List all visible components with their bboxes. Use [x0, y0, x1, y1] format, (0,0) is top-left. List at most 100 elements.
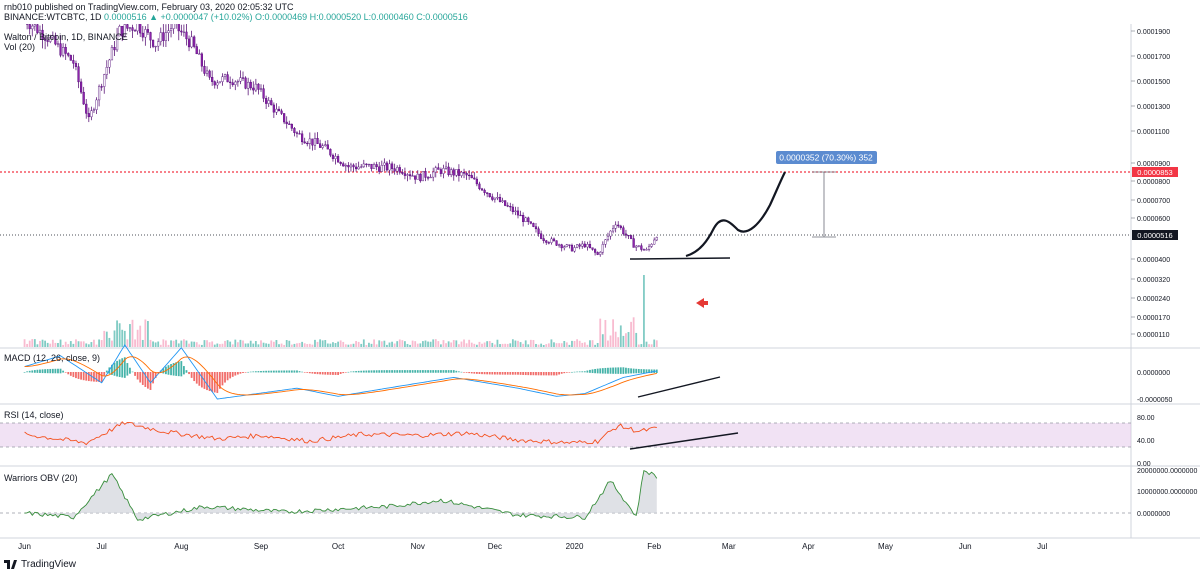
candle-body — [247, 81, 250, 89]
volume-bar — [378, 340, 381, 347]
candle-body — [532, 223, 535, 227]
macd-hist-bar — [586, 370, 589, 373]
macd-trendline — [637, 376, 721, 398]
volume-bar — [486, 341, 489, 347]
macd-hist-bar — [198, 372, 201, 386]
volume-bar — [432, 339, 435, 347]
candle-body — [653, 239, 656, 245]
macd-hist-bar — [488, 372, 491, 375]
rsi-trendline — [629, 432, 739, 450]
volume-bar — [519, 342, 522, 347]
volume-bar — [594, 344, 596, 347]
x-tick-label: Feb — [647, 542, 661, 551]
volume-bar — [352, 343, 355, 347]
candle-body — [44, 39, 47, 41]
macd-hist-bar — [332, 372, 334, 375]
macd-hist-bar — [596, 368, 599, 374]
candle-body — [69, 55, 72, 61]
candle-body — [462, 171, 466, 174]
volume-bar — [177, 343, 180, 347]
y-tick-label: 0.0000170 — [1137, 315, 1170, 322]
macd-hist-bar — [36, 369, 39, 373]
candle-body — [565, 244, 568, 247]
volume-bar — [306, 344, 309, 347]
x-tick-label: May — [878, 542, 893, 551]
macd-hist-bar — [139, 372, 142, 383]
candle-body — [146, 29, 150, 33]
macd-hist-bar — [254, 371, 257, 373]
chart-canvas[interactable]: 0.0000352 (70.30%) 352 Walton / Bitcoin,… — [0, 24, 1200, 558]
candle-body — [82, 91, 85, 105]
candle-body — [460, 171, 463, 176]
macd-hist-bar — [290, 370, 293, 373]
candle-body — [468, 174, 471, 177]
macd-hist-bar — [265, 370, 268, 373]
volume-bar — [640, 344, 643, 347]
candle-body — [319, 143, 322, 148]
macd-hist-bar — [121, 358, 124, 378]
candle-body — [421, 171, 425, 182]
rsi-pane-title: RSI (14, close) — [4, 410, 64, 420]
macd-hist-bar — [352, 371, 355, 373]
volume-bar — [198, 344, 201, 347]
macd-hist-bar — [496, 372, 499, 375]
candle-body — [560, 244, 563, 249]
macd-hist-bar — [576, 371, 579, 373]
volume-bar — [362, 339, 365, 347]
candle-body — [136, 24, 139, 32]
candle-body — [77, 66, 80, 83]
candle-body — [118, 26, 121, 37]
macd-hist-bar — [298, 371, 301, 373]
volume-bar — [555, 343, 558, 347]
macd-hist-bar — [440, 370, 442, 373]
macd-hist-bar — [411, 370, 414, 373]
macd-hist-bar — [247, 371, 250, 373]
volume-bar — [437, 341, 440, 347]
candle-body — [637, 245, 640, 247]
candle-body — [46, 40, 49, 42]
macd-hist-bar — [473, 372, 476, 374]
candle-body — [144, 29, 147, 38]
volume-bar — [41, 339, 44, 347]
volume-bar — [635, 332, 638, 347]
candle-body — [439, 169, 442, 174]
macd-hist-bar — [627, 368, 630, 374]
macd-hist-bar — [262, 370, 265, 373]
volume-bar — [416, 343, 419, 347]
candle-body — [511, 206, 514, 213]
macd-hist-bar — [416, 370, 419, 373]
macd-hist-bar — [470, 372, 473, 374]
volume-bar — [560, 343, 563, 347]
macd-hist-bar — [583, 371, 586, 373]
macd-hist-bar — [640, 369, 643, 374]
volume-bar — [499, 344, 501, 347]
macd-hist-bar — [324, 372, 327, 375]
candle-body — [457, 169, 460, 176]
volume-bar — [105, 331, 108, 347]
macd-hist-bar — [67, 372, 70, 375]
candle-body — [588, 244, 592, 248]
volume-bar — [242, 340, 244, 347]
macd-hist-bar — [422, 370, 424, 373]
candle-body — [506, 205, 509, 207]
red-arrow-icon — [696, 298, 708, 308]
volume-bar — [257, 344, 260, 347]
macd-hist-bar — [44, 369, 47, 374]
macd-hist-bar — [267, 370, 270, 373]
macd-hist-bar — [581, 371, 584, 373]
volume-bar — [23, 339, 26, 347]
macd-hist-bar — [39, 369, 41, 373]
macd-hist-bar — [342, 372, 345, 374]
volume-bar — [504, 343, 507, 347]
macd-hist-bar — [272, 370, 275, 373]
volume-bar — [87, 344, 90, 347]
macd-hist-bar — [314, 372, 316, 374]
x-tick-label: Jul — [1037, 542, 1047, 551]
volume-bar — [33, 339, 36, 347]
price-candles — [26, 24, 658, 257]
macd-hist-bar — [239, 372, 242, 374]
candle-body — [432, 171, 435, 178]
volume-bar — [121, 329, 124, 347]
volume-bar — [630, 321, 632, 347]
volume-bar — [254, 341, 257, 347]
